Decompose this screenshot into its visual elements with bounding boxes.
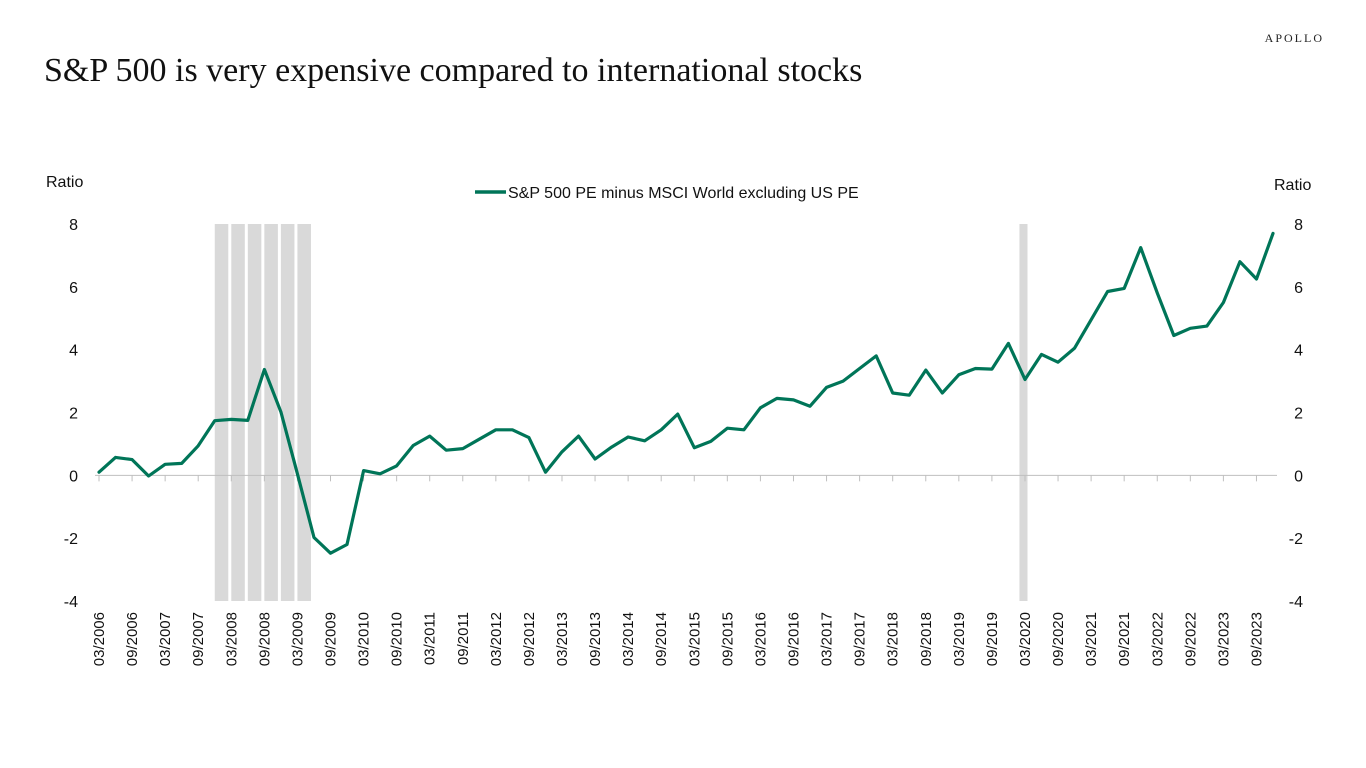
- legend-label: S&P 500 PE minus MSCI World excluding US…: [508, 185, 859, 202]
- x-tick-label: 03/2020: [1017, 612, 1034, 666]
- page-title: S&P 500 is very expensive compared to in…: [44, 52, 863, 89]
- x-tick-label: 03/2006: [91, 612, 108, 666]
- x-tick-label: 03/2022: [1149, 612, 1166, 666]
- recession-stripe: [264, 224, 278, 601]
- y-axis-right-title: Ratio: [1274, 177, 1311, 194]
- y-tick-label-left: -2: [64, 531, 78, 548]
- series-points: [98, 233, 1274, 554]
- x-tick-label: 03/2010: [356, 612, 373, 666]
- x-tick-label: 09/2023: [1248, 612, 1265, 666]
- y-tick-label-right: 2: [1294, 406, 1303, 423]
- x-axis-ticks: 03/2006 09/2006 03/2007 09/2007 03/2008 09/20…: [91, 475, 1265, 666]
- x-tick-label: 09/2006: [124, 612, 141, 666]
- x-tick-label: 03/2014: [620, 612, 637, 666]
- x-tick-label: 09/2018: [918, 612, 935, 666]
- y-tick-label-right: -4: [1289, 594, 1303, 611]
- legend: S&P 500 PE minus MSCI World excluding US…: [475, 185, 859, 202]
- x-tick-label: 09/2022: [1182, 612, 1199, 666]
- x-tick-label: 03/2015: [686, 612, 703, 666]
- x-tick-label: 03/2016: [752, 612, 769, 666]
- recession-stripe: [297, 224, 311, 601]
- y-axis-right: -4 -2 0 2 4 6 8: [1289, 217, 1303, 611]
- x-tick-label: 03/2008: [223, 612, 240, 666]
- x-tick-label: 09/2015: [719, 612, 736, 666]
- x-tick-label: 03/2011: [422, 612, 439, 665]
- recession-stripe: [214, 224, 229, 601]
- recession-band: [1019, 224, 1028, 601]
- x-tick-label: 09/2011: [455, 612, 472, 665]
- y-tick-label-right: 6: [1294, 280, 1303, 297]
- x-tick-label: 03/2017: [819, 612, 836, 666]
- x-tick-label: 09/2014: [653, 612, 670, 666]
- recession-stripe: [1019, 224, 1028, 601]
- x-tick-label: 09/2007: [190, 612, 207, 666]
- recession-stripe: [280, 224, 295, 601]
- x-tick-label: 03/2007: [157, 612, 174, 666]
- recession-stripe: [231, 224, 245, 601]
- x-tick-label: 03/2013: [554, 612, 571, 666]
- y-tick-label-left: 8: [69, 217, 78, 234]
- x-tick-label: 09/2013: [587, 612, 604, 666]
- y-tick-label-left: -4: [64, 594, 78, 611]
- recession-stripe: [247, 224, 262, 601]
- y-tick-label-right: 8: [1294, 217, 1303, 234]
- x-tick-label: 09/2012: [521, 612, 538, 666]
- series-line: [97, 231, 1275, 555]
- brand-logo: APOLLO: [1264, 31, 1324, 45]
- x-tick-label: 09/2008: [256, 612, 273, 666]
- x-tick-label: 09/2010: [389, 612, 406, 666]
- x-tick-label: 03/2009: [289, 612, 306, 666]
- y-tick-label-left: 4: [69, 343, 78, 360]
- x-tick-label: 09/2009: [322, 612, 339, 666]
- y-tick-label-right: -2: [1289, 531, 1303, 548]
- x-tick-label: 03/2023: [1215, 612, 1232, 666]
- y-axis-left-title: Ratio: [46, 174, 83, 191]
- y-axis-left: -4 -2 0 2 4 6 8: [64, 217, 78, 611]
- x-tick-label: 09/2016: [785, 612, 802, 666]
- x-tick-label: 09/2021: [1116, 612, 1133, 666]
- y-tick-label-left: 6: [69, 280, 78, 297]
- y-tick-label-left: 0: [69, 468, 78, 485]
- x-tick-label: 09/2020: [1050, 612, 1067, 666]
- x-tick-label: 03/2018: [885, 612, 902, 666]
- y-tick-label-right: 4: [1294, 343, 1303, 360]
- recession-shading: [214, 224, 1028, 601]
- y-tick-label-right: 0: [1294, 468, 1303, 485]
- recession-band: [214, 224, 311, 601]
- x-tick-label: 03/2019: [951, 612, 968, 666]
- x-tick-label: 09/2017: [852, 612, 869, 666]
- y-tick-label-left: 2: [69, 406, 78, 423]
- x-tick-label: 09/2019: [984, 612, 1001, 666]
- x-tick-label: 03/2012: [488, 612, 505, 666]
- x-tick-label: 03/2021: [1083, 612, 1100, 666]
